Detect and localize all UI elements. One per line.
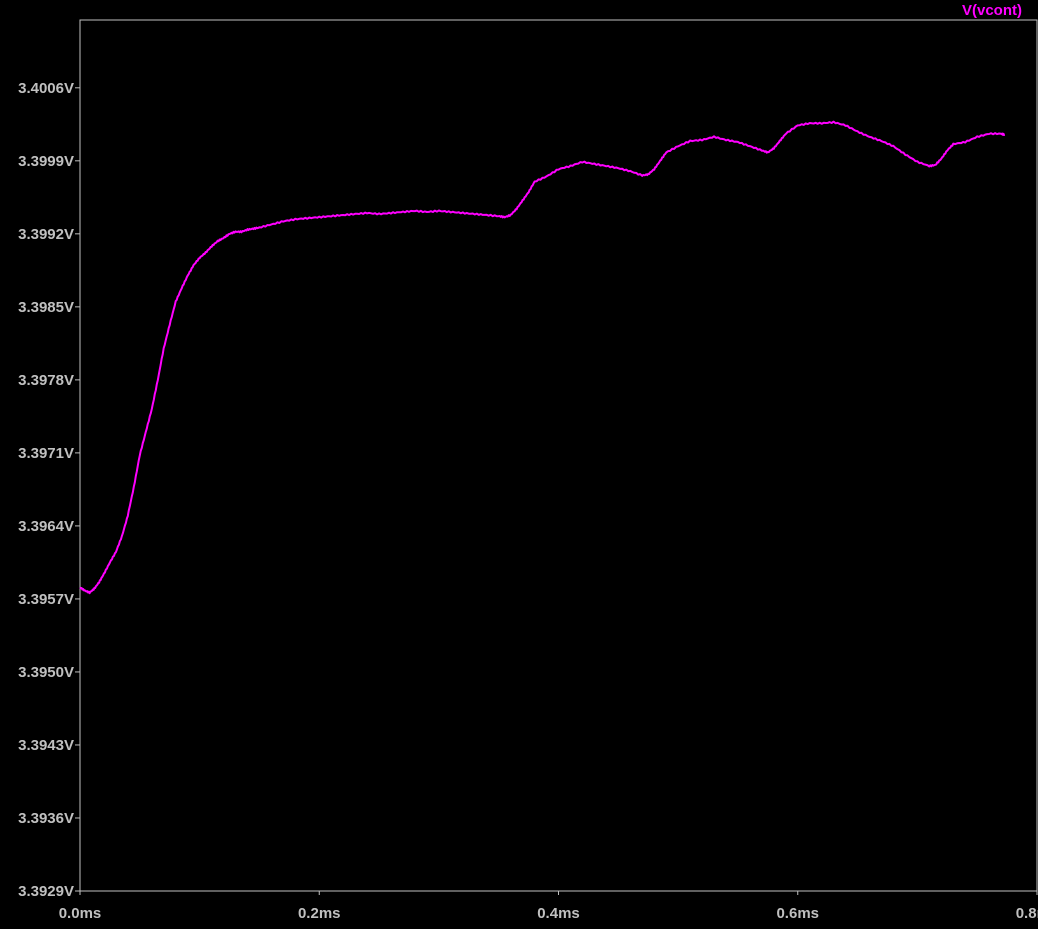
x-tick-label: 0.2ms: [298, 905, 341, 922]
y-tick-label: 3.3992V: [18, 226, 74, 243]
y-tick-label: 3.3964V: [18, 518, 74, 535]
y-tick-label: 3.3936V: [18, 810, 74, 827]
y-tick-label: 3.3943V: [18, 737, 74, 754]
y-tick-label: 3.3950V: [18, 664, 74, 681]
y-tick-label: 3.3999V: [18, 153, 74, 170]
x-axis-ticks: 0.0ms 0.2ms 0.4ms 0.6ms 0.8ms: [59, 891, 1038, 922]
y-tick-label: 3.3929V: [18, 883, 74, 900]
x-tick-label: 0.0ms: [59, 905, 102, 922]
y-tick-label: 3.3978V: [18, 372, 74, 389]
y-tick-label: 3.3957V: [18, 591, 74, 608]
series-layer: [79, 120, 1006, 595]
legend-entry-vcont[interactable]: V(vcont): [962, 2, 1022, 19]
y-axis-ticks: 3.4006V 3.3999V 3.3992V 3.3985V 3.3978V 3.397…: [18, 80, 80, 900]
y-tick-label: 3.3985V: [18, 299, 74, 316]
legend: V(vcont): [962, 2, 1022, 19]
x-tick-label: 0.4ms: [537, 905, 580, 922]
y-tick-label: 3.3971V: [18, 445, 74, 462]
series-line-vcont: [79, 120, 1006, 595]
x-tick-label: 0.8ms: [1016, 905, 1038, 922]
x-tick-label: 0.6ms: [776, 905, 819, 922]
y-tick-label: 3.4006V: [18, 80, 74, 97]
